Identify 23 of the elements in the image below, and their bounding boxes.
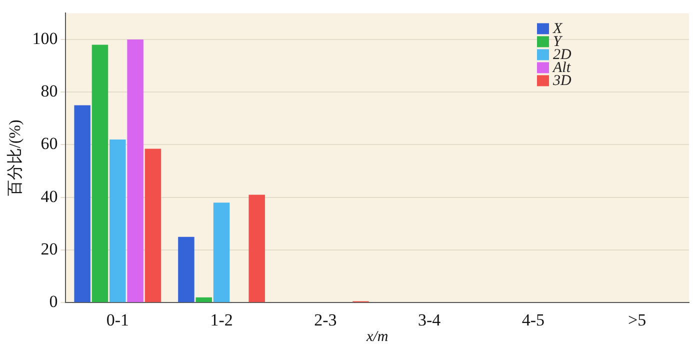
- x-tick-label: >5: [628, 310, 646, 330]
- x-tick-label: 0-1: [106, 310, 129, 330]
- y-axis-title: 百分比/(%): [6, 120, 24, 196]
- bar: [127, 40, 144, 302]
- x-tick-label: 3-4: [418, 310, 442, 330]
- bar: [144, 148, 162, 302]
- bar: [74, 105, 90, 302]
- bar: [110, 139, 126, 302]
- bar: [92, 44, 108, 302]
- y-tick-label: 0: [49, 292, 58, 312]
- y-tick-label: 40: [40, 186, 58, 206]
- bar: [178, 236, 194, 302]
- x-tick-label: 2-3: [314, 310, 337, 330]
- bar: [248, 194, 265, 302]
- y-tick-label: 60: [40, 134, 58, 154]
- y-tick-label: 80: [40, 82, 58, 101]
- x-tick-label: 4-5: [522, 310, 545, 330]
- x-tick-label: 1-2: [210, 310, 233, 330]
- bar: [213, 202, 230, 302]
- x-axis-title: x/m: [366, 328, 388, 345]
- y-tick-label: 100: [32, 28, 58, 48]
- bar: [196, 297, 212, 302]
- y-tick-label: 20: [40, 239, 58, 258]
